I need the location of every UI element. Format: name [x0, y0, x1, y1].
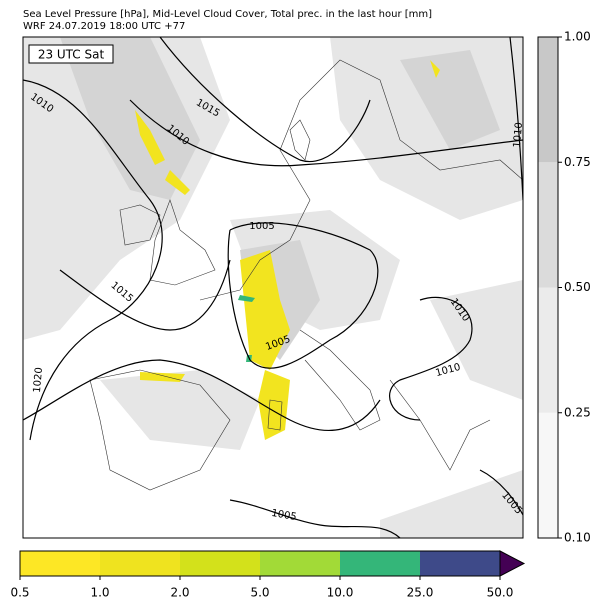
- map-frame: [22, 36, 524, 539]
- colorbar-tick-label: 0.10: [564, 531, 591, 545]
- colorbar-segment: [340, 551, 420, 576]
- colorbar-segment: [538, 37, 558, 163]
- colorbar-segment: [538, 287, 558, 413]
- colorbar-tick-label: 25.0: [407, 586, 434, 600]
- colorbar-segment: [20, 551, 100, 576]
- colorbar-extend: [499, 550, 526, 577]
- colorbar-tick-label: 50.0: [487, 586, 514, 600]
- colorbar-tick-label: 0.25: [564, 405, 591, 419]
- cloud-cover: [23, 37, 523, 538]
- colorbar-tick-label: 5.0: [250, 586, 269, 600]
- colorbar-tick-label: 0.5: [10, 586, 29, 600]
- colorbar-segment: [538, 412, 558, 538]
- colorbar-segment: [100, 551, 180, 576]
- isobar-label: 1010: [512, 122, 525, 148]
- colorbar-segment: [420, 551, 500, 576]
- isobars: [23, 37, 523, 538]
- colorbar-segment: [538, 162, 558, 288]
- colorbar-tick-label: 1.00: [564, 30, 591, 44]
- colorbar-tick-label: 10.0: [327, 586, 354, 600]
- colorbar-tick-label: 1.0: [90, 586, 109, 600]
- colorbar-tick-label: 0.50: [564, 280, 591, 294]
- time-label-box: [28, 44, 114, 64]
- coastlines: [89, 59, 523, 491]
- isobar-label: 1005: [249, 221, 274, 232]
- map: 1010 1015 1010 1005 1015 1010 1005 1010 …: [22, 36, 525, 539]
- isobar-label: 1005: [270, 508, 297, 523]
- time-label: 23 UTC Sat: [38, 48, 105, 62]
- isobar-label: 1020: [32, 367, 45, 393]
- colorbar-tick-label: 0.75: [564, 155, 591, 169]
- colorbar-segment: [260, 551, 340, 576]
- title-line: WRF 24.07.2019 18:00 UTC +77: [23, 21, 185, 32]
- colorbar-segment: [180, 551, 260, 576]
- colorbar-tick-label: 2.0: [170, 586, 189, 600]
- precipitation: [135, 60, 440, 440]
- title-line: Sea Level Pressure [hPa], Mid-Level Clou…: [23, 9, 432, 20]
